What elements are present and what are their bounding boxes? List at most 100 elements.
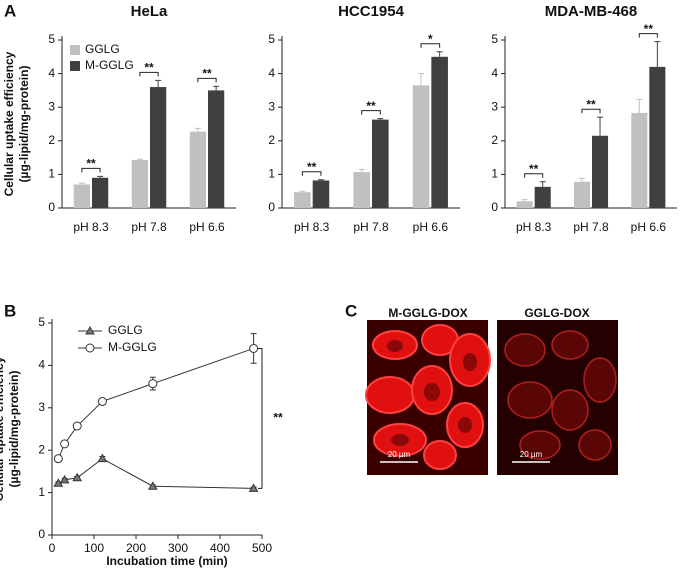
x-tick-label: pH 8.3 [73, 220, 109, 234]
significance-label: ** [529, 162, 539, 176]
bar [131, 159, 148, 208]
bar [412, 85, 430, 208]
significance-bracket [197, 77, 217, 83]
error-bar [578, 177, 585, 182]
x-tick-label: 0 [49, 541, 56, 555]
bar [516, 201, 533, 208]
y-tick-label: 4 [491, 66, 498, 80]
bar [649, 66, 666, 208]
image-label: M-GGLG-DOX [388, 306, 467, 320]
bar [294, 192, 311, 208]
bar [150, 87, 167, 208]
y-tick-label: 3 [268, 99, 275, 113]
y-tick-label: 2 [38, 442, 45, 456]
y-tick-label: 1 [268, 167, 275, 181]
error-bar [377, 118, 384, 120]
significance-label: ** [586, 97, 596, 111]
scale-bar-label: 20 µm [388, 450, 411, 459]
y-tick-label: 1 [491, 167, 498, 181]
marker [147, 481, 158, 490]
bar [534, 186, 551, 208]
significance-label: ** [644, 22, 654, 36]
significance-bracket [81, 167, 101, 173]
error-bar [418, 73, 425, 86]
y-tick-label: 2 [268, 133, 275, 147]
x-tick-label: pH 6.6 [631, 220, 667, 234]
y-tick-label: 0 [268, 200, 275, 214]
significance-label: ** [86, 157, 96, 171]
chart-title: MDA-MB-468 [545, 3, 638, 20]
panel-label: B [4, 301, 16, 320]
y-axis-label: Cellular uptake efficiency [2, 51, 16, 196]
y-tick-label: 5 [268, 32, 275, 46]
marker [248, 483, 259, 492]
significance-label: ** [202, 67, 212, 81]
marker [249, 343, 259, 353]
chart-title: HCC1954 [338, 3, 405, 20]
y-axis-label: (µg-lipid/mg-protein) [7, 371, 21, 488]
error-bar [317, 179, 324, 181]
x-tick-label: pH 7.8 [573, 220, 609, 234]
y-tick-label: 5 [491, 32, 498, 46]
marker [53, 454, 63, 464]
marker [59, 474, 70, 484]
bar [73, 184, 90, 208]
error-bar [299, 190, 306, 193]
error-bar [155, 79, 162, 88]
bar [631, 112, 648, 208]
y-tick-label: 3 [38, 400, 45, 414]
marker [97, 453, 108, 463]
bar [189, 131, 206, 208]
line [58, 458, 254, 489]
legend-label: GGLG [85, 42, 120, 56]
error-bar [636, 98, 643, 113]
error-bar [654, 41, 661, 67]
panel-label: C [345, 301, 357, 320]
legend-swatch [70, 45, 80, 55]
significance-bracket [638, 33, 658, 38]
marker [72, 472, 83, 482]
x-tick-label: pH 6.6 [189, 220, 225, 234]
bar [92, 177, 109, 208]
marker [60, 439, 70, 449]
y-tick-label: 1 [48, 167, 55, 181]
x-axis-label: Incubation time (min) [106, 554, 227, 568]
x-tick-label: 100 [84, 541, 104, 555]
error-bar [521, 199, 528, 202]
bar [372, 119, 389, 208]
error-bar [136, 158, 143, 160]
marker [85, 343, 95, 353]
y-tick-label: 4 [38, 358, 45, 372]
significance-bracket [420, 43, 441, 48]
y-axis-label: (µg-lipid/mg-protein) [17, 66, 31, 183]
y-tick-label: 3 [48, 99, 55, 113]
error-bar [436, 51, 443, 57]
y-tick-label: 4 [48, 66, 55, 80]
y-tick-label: 1 [38, 485, 45, 499]
x-tick-label: 500 [252, 541, 272, 555]
line [57, 347, 254, 459]
x-tick-label: pH 7.8 [353, 220, 389, 234]
x-tick-label: pH 6.6 [413, 220, 449, 234]
error-bar [358, 168, 365, 173]
legend-label: M-GGLG [85, 58, 134, 72]
x-tick-label: 300 [168, 541, 188, 555]
y-tick-label: 5 [38, 315, 45, 329]
bar [312, 180, 330, 208]
bar [208, 90, 225, 208]
y-tick-label: 2 [48, 133, 55, 147]
significance-bracket [301, 171, 322, 176]
error-bar [539, 181, 546, 187]
micrograph: 20 µm [365, 320, 491, 475]
bar [573, 181, 590, 208]
error-bar [97, 175, 104, 178]
y-tick-label: 5 [48, 32, 55, 46]
marker [97, 396, 107, 406]
significance-label: ** [144, 60, 154, 74]
x-tick-label: 200 [126, 541, 146, 555]
image-label: GGLG-DOX [524, 306, 589, 320]
significance-label: ** [366, 99, 376, 113]
legend-label: GGLG [108, 323, 143, 337]
y-tick-label: 0 [48, 200, 55, 214]
